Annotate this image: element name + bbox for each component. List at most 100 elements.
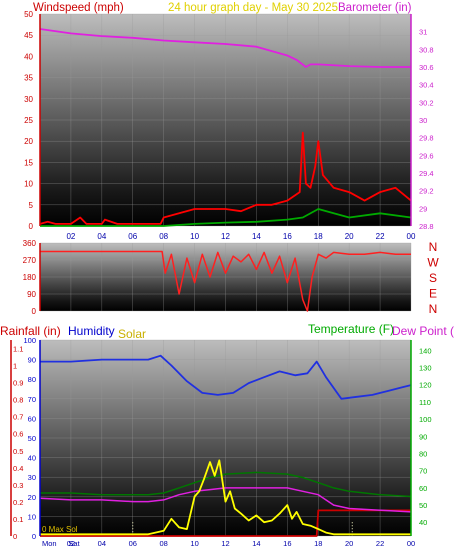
temperature-tick-label: 60 bbox=[419, 484, 427, 493]
max-solar-label: 0 Max Sol bbox=[42, 525, 78, 534]
rain-tick-label: 0.1 bbox=[13, 515, 23, 524]
humidity-tick-label: 20 bbox=[28, 493, 36, 502]
humidity-tick-label: 50 bbox=[28, 434, 36, 443]
rain-tick-label: 0.3 bbox=[13, 481, 23, 490]
compass-label: N bbox=[429, 240, 438, 254]
barometer-tick-label: 30.2 bbox=[419, 98, 434, 107]
barometer-tick-label: 30.4 bbox=[419, 81, 434, 90]
wind-time-tick-label: 18 bbox=[314, 232, 323, 241]
compass-label: N bbox=[429, 302, 438, 316]
rain-tick-label: 0.9 bbox=[13, 379, 23, 388]
barometer-tick-label: 29 bbox=[419, 204, 427, 213]
chart-title: 24 hour graph day - May 30 2025 bbox=[168, 2, 338, 14]
humidity-tick-label: 70 bbox=[28, 395, 36, 404]
temperature-tick-label: 110 bbox=[419, 398, 431, 407]
humidity-tick-label: 60 bbox=[28, 414, 36, 423]
windspeed-tick-label: 50 bbox=[24, 10, 33, 19]
temperature-tick-label: 70 bbox=[419, 467, 427, 476]
barometer-tick-label: 29.8 bbox=[419, 134, 434, 143]
wind-time-tick-label: 22 bbox=[376, 232, 385, 241]
humidity-line bbox=[40, 354, 412, 400]
climate-time-tick-label: 14 bbox=[252, 539, 260, 547]
direction-tick-label: 0 bbox=[32, 307, 37, 316]
compass-label: S bbox=[429, 271, 437, 285]
windspeed-tick-label: 40 bbox=[24, 52, 33, 61]
humidity-tick-label: 40 bbox=[28, 454, 36, 463]
temperature-legend: Temperature (F) bbox=[308, 322, 394, 336]
rain-tick-label: 1 bbox=[13, 362, 17, 371]
humidity-tick-label: 10 bbox=[28, 512, 36, 521]
solar-line bbox=[40, 459, 411, 536]
climate-time-tick-label: Sat bbox=[68, 539, 80, 547]
barometer-tick-label: 30.8 bbox=[419, 45, 434, 54]
rainfall-line bbox=[40, 509, 411, 537]
windspeed-tick-label: 35 bbox=[24, 74, 33, 83]
direction-tick-label: 360 bbox=[23, 239, 37, 248]
temperature-line bbox=[40, 471, 412, 498]
wind-time-tick-label: 04 bbox=[97, 232, 106, 241]
barometer-tick-label: 28.8 bbox=[419, 222, 434, 231]
temperature-tick-label: 100 bbox=[419, 415, 432, 424]
barometer-tick-label: 31 bbox=[419, 28, 427, 37]
barometer-tick-label: 29.6 bbox=[419, 151, 434, 160]
dewpoint-line bbox=[39, 487, 412, 513]
wind-direction-line bbox=[40, 250, 411, 312]
temperature-tick-label: 130 bbox=[419, 364, 432, 373]
temperature-tick-label: 50 bbox=[419, 501, 427, 510]
climate-time-tick-label: 22 bbox=[376, 539, 384, 547]
climate-time-tick-label: 16 bbox=[283, 539, 291, 547]
gust-line bbox=[40, 208, 412, 227]
wind-time-tick-label: 20 bbox=[345, 232, 354, 241]
climate-time-tick-label: 10 bbox=[190, 539, 198, 547]
barometer-tick-label: 30 bbox=[419, 116, 427, 125]
barometer-tick-label: 30.6 bbox=[419, 63, 434, 72]
windspeed-tick-label: 5 bbox=[29, 201, 34, 210]
dewpoint-legend: Dew Point ( bbox=[392, 324, 454, 338]
barometer-tick-label: 29.2 bbox=[419, 187, 434, 196]
rainfall-legend: Rainfall (in) bbox=[0, 324, 61, 338]
windspeed-tick-label: 30 bbox=[24, 95, 33, 104]
windspeed-tick-label: 10 bbox=[24, 180, 33, 189]
humidity-tick-label: 30 bbox=[28, 473, 36, 482]
humidity-tick-label: 80 bbox=[28, 375, 36, 384]
barometer-tick-label: 29.4 bbox=[419, 169, 434, 178]
climate-time-tick-label: Mon bbox=[42, 539, 57, 547]
wind-time-tick-label: 08 bbox=[159, 232, 168, 241]
rain-tick-label: 0.2 bbox=[13, 498, 23, 507]
barometer-axis-title: Barometer (in) bbox=[338, 2, 412, 14]
rain-tick-label: 0.8 bbox=[13, 396, 23, 405]
temperature-tick-label: 40 bbox=[419, 518, 427, 527]
climate-time-tick-label: 06 bbox=[129, 539, 137, 547]
windspeed-tick-label: 45 bbox=[24, 31, 33, 40]
rain-tick-label: 0.6 bbox=[13, 430, 23, 439]
wind-time-tick-label: 10 bbox=[190, 232, 199, 241]
humidity-legend: Humidity bbox=[68, 324, 115, 338]
compass-label: E bbox=[429, 287, 437, 301]
climate-time-tick-label: 08 bbox=[159, 539, 167, 547]
solar-legend: Solar bbox=[118, 327, 146, 341]
windspeed-tick-label: 15 bbox=[24, 158, 33, 167]
windspeed-axis-title: Windspeed (mph) bbox=[33, 2, 124, 14]
climate-time-tick-label: 12 bbox=[221, 539, 229, 547]
climate-time-tick-label: 18 bbox=[314, 539, 322, 547]
climate-time-tick-label: 00 bbox=[407, 539, 415, 547]
rain-tick-label: 0.4 bbox=[13, 464, 23, 473]
climate-time-tick-label: 04 bbox=[98, 539, 106, 547]
rain-tick-label: 0 bbox=[13, 532, 17, 541]
windspeed-tick-label: 25 bbox=[24, 116, 33, 125]
rain-tick-label: 0.7 bbox=[13, 413, 23, 422]
humidity-tick-label: 0 bbox=[32, 532, 36, 541]
climate-time-tick-label: 02 bbox=[67, 539, 75, 547]
temperature-tick-label: 90 bbox=[419, 432, 427, 441]
direction-tick-label: 180 bbox=[23, 273, 37, 282]
rain-tick-label: 1.1 bbox=[13, 345, 23, 354]
wind-time-tick-label: 12 bbox=[221, 232, 230, 241]
climate-time-tick-label: 20 bbox=[345, 539, 353, 547]
direction-tick-label: 90 bbox=[27, 290, 36, 299]
wind-time-tick-label: 16 bbox=[283, 232, 292, 241]
windspeed-line bbox=[39, 131, 412, 225]
rain-tick-label: 0.5 bbox=[13, 447, 23, 456]
wind-time-tick-label: 02 bbox=[66, 232, 75, 241]
barometer-line bbox=[39, 28, 411, 68]
wind-time-tick-label: 00 bbox=[407, 232, 416, 241]
